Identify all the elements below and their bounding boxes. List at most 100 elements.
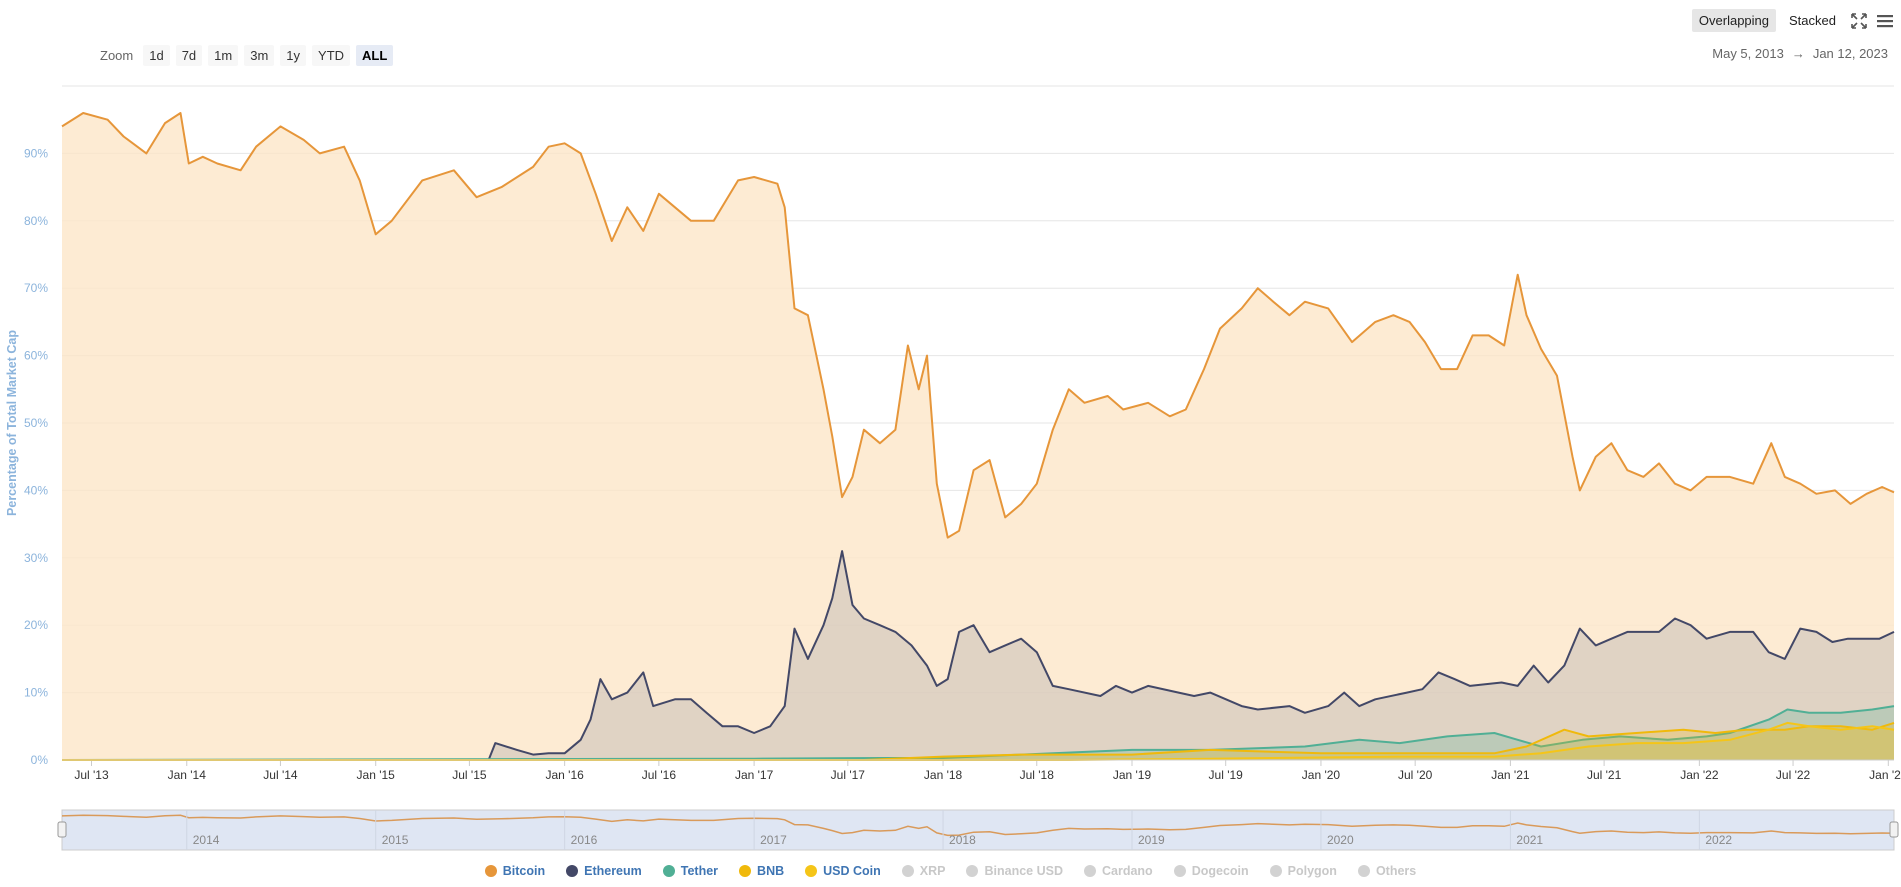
legend-marker <box>966 865 979 877</box>
x-tick-label: Jan '14 <box>168 768 207 782</box>
zoom-7d-button[interactable]: 7d <box>175 45 203 66</box>
tether-area <box>62 706 1894 760</box>
y-tick-label: 30% <box>24 551 48 565</box>
x-tick-label: Jul '14 <box>263 768 298 782</box>
chart-legend: Bitcoin Ethereum Tether BNB USD Coin XRP Binan… <box>0 864 1901 878</box>
legend-label: Others <box>1375 864 1417 878</box>
ethereum-area <box>62 551 1894 760</box>
overlapping-button[interactable]: Overlapping <box>1691 9 1777 32</box>
navigator-tick-label: 2017 <box>760 833 787 847</box>
zoom-label: Zoom <box>100 48 134 63</box>
usd-coin-line[interactable] <box>62 721 1895 761</box>
dominance-chart[interactable]: 0% 10% 20% 30% 40% 50% 60% 70% 80% 90% Percentage … <box>0 0 1901 860</box>
menu-icon[interactable] <box>1875 11 1895 31</box>
navigator-tick-label: 2016 <box>571 833 598 847</box>
legend-marker <box>1173 865 1186 877</box>
x-tick-label: Jul '17 <box>831 768 866 782</box>
legend-item-bnb[interactable]: BNB <box>739 864 784 878</box>
date-range: May 5, 2013 → Jan 12, 2023 <box>1712 46 1888 61</box>
navigator-tick-label: 2021 <box>1516 833 1543 847</box>
legend-label: Polygon <box>1287 864 1337 878</box>
zoom-all-button[interactable]: ALL <box>356 45 394 66</box>
x-tick-label: Jan '20 <box>1302 768 1341 782</box>
range-from[interactable]: May 5, 2013 <box>1712 46 1784 61</box>
navigator-tick-label: 2020 <box>1327 833 1354 847</box>
legend-label: Ethereum <box>584 864 642 878</box>
x-tick-label: Jul '21 <box>1587 768 1622 782</box>
legend-label: XRP <box>919 864 946 878</box>
legend-label: Dogecoin <box>1191 864 1249 878</box>
navigator-tick-label: 2019 <box>1138 833 1165 847</box>
legend-item-binance-usd[interactable]: Binance USD <box>966 864 1063 878</box>
usd-coin-area <box>62 722 1894 760</box>
legend-item-xrp[interactable]: XRP <box>901 864 946 878</box>
bitcoin-line[interactable] <box>61 112 1895 539</box>
x-tick-label: Jul '19 <box>1209 768 1244 782</box>
legend-marker <box>739 865 752 877</box>
y-axis-label: Percentage of Total Market Cap <box>5 330 19 516</box>
ethereum-line[interactable] <box>62 550 1895 761</box>
legend-label: USD Coin <box>823 864 881 878</box>
y-tick-label: 20% <box>24 618 48 632</box>
bnb-area <box>62 722 1894 760</box>
navigator-tick-label: 2014 <box>193 833 220 847</box>
bnb-line[interactable] <box>62 721 1895 761</box>
legend-item-polygon[interactable]: Polygon <box>1269 864 1337 878</box>
zoom-3m-button[interactable]: 3m <box>244 45 275 66</box>
legend-item-others[interactable]: Others <box>1357 864 1417 878</box>
y-tick-label: 70% <box>24 281 48 295</box>
legend-label: Cardano <box>1101 864 1153 878</box>
y-tick-label: 40% <box>24 483 48 497</box>
navigator-right-handle[interactable] <box>1889 821 1899 838</box>
y-tick-label: 90% <box>24 146 48 160</box>
x-tick-label: Jan '15 <box>357 768 396 782</box>
legend-label: Tether <box>680 864 719 878</box>
x-tick-label: Jan '23 <box>1869 768 1901 782</box>
zoom-1d-button[interactable]: 1d <box>143 45 170 66</box>
x-tick-label: Jan '18 <box>924 768 963 782</box>
legend-label: Binance USD <box>984 864 1063 878</box>
y-tick-label: 80% <box>24 214 48 228</box>
x-tick-label: Jan '19 <box>1113 768 1152 782</box>
x-tick-label: Jul '18 <box>1020 768 1055 782</box>
range-separator: → <box>1791 46 1805 61</box>
x-tick-label: Jan '21 <box>1491 768 1530 782</box>
legend-marker <box>484 865 497 877</box>
stacked-button[interactable]: Stacked <box>1789 13 1836 28</box>
x-tick-label: Jul '22 <box>1776 768 1811 782</box>
x-tick-label: Jul '13 <box>74 768 109 782</box>
x-tick-label: Jul '20 <box>1398 768 1433 782</box>
y-tick-label: 10% <box>24 686 48 700</box>
navigator-tick-label: 2018 <box>949 833 976 847</box>
y-tick-label: 0% <box>31 753 49 767</box>
legend-item-cardano[interactable]: Cardano <box>1083 864 1153 878</box>
y-tick-label: 60% <box>24 349 48 363</box>
x-tick-label: Jul '15 <box>452 768 487 782</box>
legend-marker <box>1269 865 1282 877</box>
navigator-window[interactable] <box>61 809 1895 851</box>
legend-marker <box>566 865 579 877</box>
legend-marker <box>1357 865 1370 877</box>
legend-item-dogecoin[interactable]: Dogecoin <box>1173 864 1249 878</box>
zoom-ytd-button[interactable]: YTD <box>312 45 351 66</box>
zoom-1y-button[interactable]: 1y <box>280 45 307 66</box>
legend-item-usd-coin[interactable]: USD Coin <box>805 864 881 878</box>
legend-item-ethereum[interactable]: Ethereum <box>566 864 642 878</box>
zoom-1m-button[interactable]: 1m <box>208 45 239 66</box>
x-tick-label: Jul '16 <box>642 768 677 782</box>
legend-item-bitcoin[interactable]: Bitcoin <box>484 864 545 878</box>
legend-item-tether[interactable]: Tether <box>662 864 719 878</box>
x-tick-label: Jan '16 <box>545 768 584 782</box>
navigator-left-handle[interactable] <box>57 821 67 838</box>
legend-marker <box>805 865 818 877</box>
navigator-tick-label: 2015 <box>382 833 409 847</box>
chart-toolbar: Overlapping Stacked <box>1691 9 1895 32</box>
navigator-tick-label: 2022 <box>1705 833 1732 847</box>
legend-marker <box>901 865 914 877</box>
range-to[interactable]: Jan 12, 2023 <box>1812 46 1888 61</box>
legend-label: BNB <box>757 864 785 878</box>
x-tick-label: Jan '17 <box>735 768 774 782</box>
fullscreen-icon[interactable] <box>1849 11 1869 31</box>
bitcoin-area <box>62 113 1894 760</box>
zoom-controls: Zoom 1d 7d 1m 3m 1y YTD ALL <box>100 45 394 66</box>
